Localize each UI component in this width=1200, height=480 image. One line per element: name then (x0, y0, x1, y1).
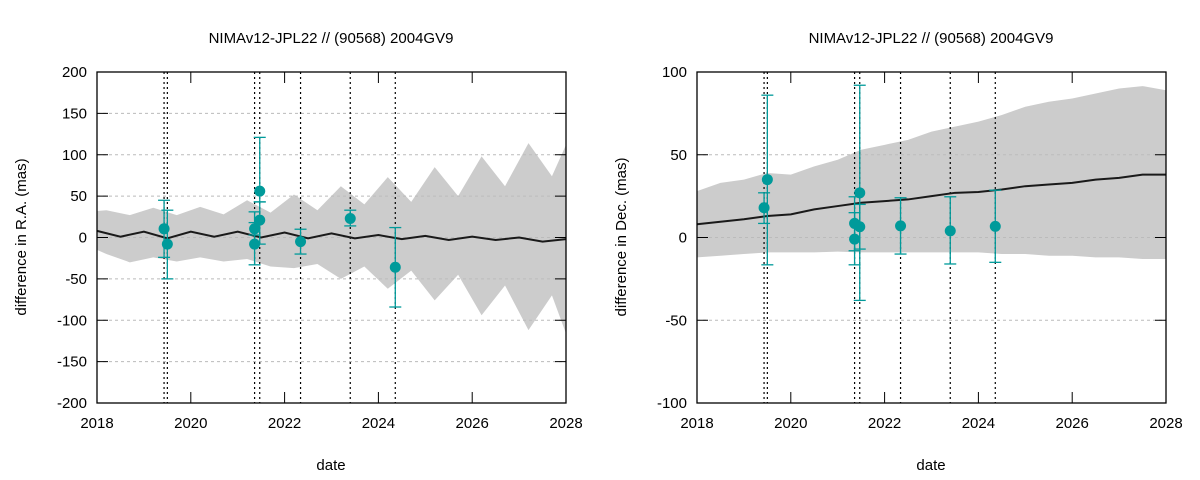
ra-x-tick-label: 2022 (268, 415, 301, 432)
dec-x-tick-label: 2020 (774, 415, 807, 432)
ra-data-point (249, 223, 261, 235)
dec-uncertainty-band (697, 86, 1166, 260)
dec-data-point (761, 174, 773, 186)
dec-panel: NIMAv12-JPL22 // (90568) 2004GV9 date di… (613, 30, 1183, 474)
dec-model-mean-line (696, 173, 1166, 226)
dec-y-tick-label: 100 (662, 64, 687, 81)
ra-data-point-group (344, 209, 357, 227)
dec-y-axis-label: difference in Dec. (mas) (613, 158, 630, 317)
dec-x-tick-label: 2024 (962, 415, 995, 432)
ra-uncertainty-band (97, 143, 566, 334)
dec-x-tick-label: 2022 (868, 415, 901, 432)
ra-data-point-group (161, 209, 174, 280)
dec-data-point-group (894, 197, 907, 255)
dec-data-point (854, 187, 866, 199)
ra-data-point-group (248, 221, 261, 236)
dec-x-tick-label: 2028 (1149, 415, 1182, 432)
ra-data-point (161, 238, 173, 250)
ra-y-axis-label: difference in R.A. (mas) (13, 158, 30, 315)
ra-data-point (344, 212, 356, 224)
ra-y-tick-label: -150 (57, 354, 87, 371)
ra-data-point (254, 185, 266, 197)
ra-y-tick-label: -50 (65, 271, 87, 288)
dec-data-point (944, 225, 956, 237)
ra-y-tick-label: 0 (79, 230, 87, 247)
dec-data-point-group (989, 189, 1002, 263)
dec-data-point (895, 220, 907, 232)
dec-data-point (989, 220, 1001, 232)
ra-data-point (254, 214, 266, 226)
ra-y-tick-label: 150 (62, 105, 87, 122)
ra-data-point-group (253, 136, 266, 203)
ra-panel: NIMAv12-JPL22 // (90568) 2004GV9 date di… (13, 30, 583, 474)
ra-x-tick-label: 2018 (80, 415, 113, 432)
dec-y-tick-label: 50 (670, 147, 687, 164)
ra-x-tick-label: 2026 (456, 415, 489, 432)
ra-y-tick-label: -100 (57, 312, 87, 329)
dec-x-tick-label: 2026 (1056, 415, 1089, 432)
dec-data-point-group (761, 94, 774, 266)
dec-data-point-group (853, 203, 866, 250)
dec-x-tick-label: 2018 (680, 415, 713, 432)
ra-data-point-group (389, 226, 402, 308)
ra-x-axis-label: date (316, 457, 345, 474)
ra-model-mean-line (96, 229, 567, 243)
ra-chart-title: NIMAv12-JPL22 // (90568) 2004GV9 (209, 30, 454, 47)
dec-data-point-group (944, 196, 957, 265)
ra-x-tick-label: 2024 (362, 415, 395, 432)
dec-y-tick-label: -100 (657, 395, 687, 412)
ra-y-tick-label: 200 (62, 64, 87, 81)
ra-y-tick-label: -200 (57, 395, 87, 412)
ra-y-tick-label: 100 (62, 147, 87, 164)
dec-y-tick-label: -50 (665, 312, 687, 329)
dec-data-point (854, 221, 866, 233)
ra-y-tick-label: 50 (70, 188, 87, 205)
ra-x-tick-label: 2028 (549, 415, 582, 432)
ra-x-tick-label: 2020 (174, 415, 207, 432)
dec-x-axis-label: date (916, 457, 945, 474)
ra-data-point-group (253, 201, 266, 245)
ra-data-point (389, 261, 401, 273)
dec-chart-title: NIMAv12-JPL22 // (90568) 2004GV9 (809, 30, 1054, 47)
ra-data-point-group (294, 228, 307, 255)
ra-data-point (295, 236, 307, 248)
dec-data-point-group (853, 84, 866, 302)
dec-y-tick-label: 0 (679, 230, 687, 247)
